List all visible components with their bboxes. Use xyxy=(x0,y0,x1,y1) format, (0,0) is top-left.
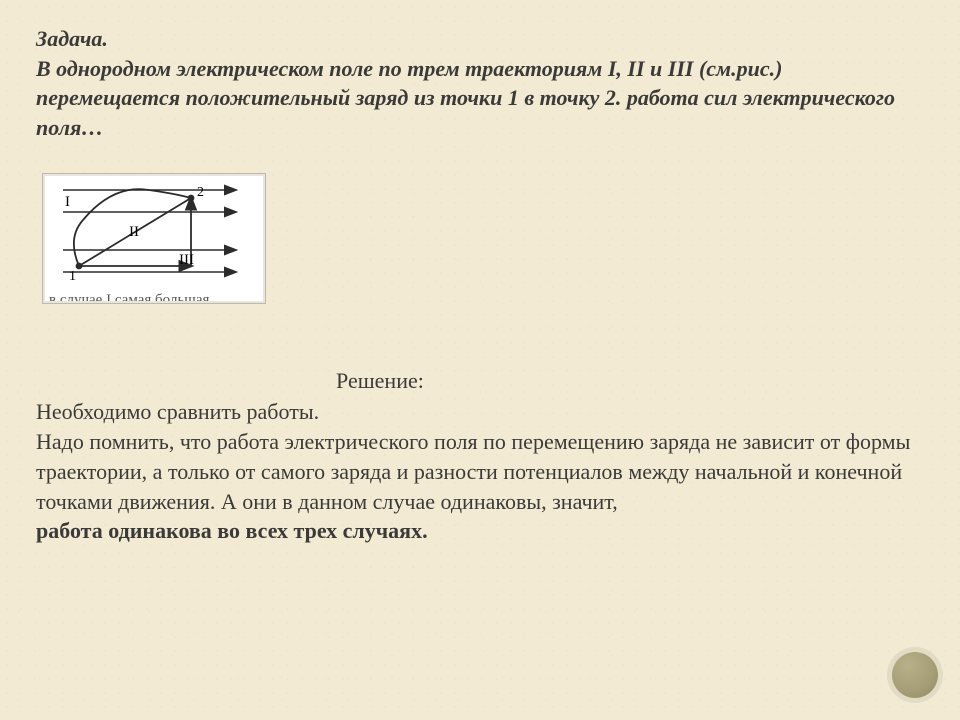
solution-line1: Необходимо сравнить работы. xyxy=(36,399,319,424)
label-I: I xyxy=(65,194,70,210)
label-II: II xyxy=(129,224,139,240)
problem-statement: Задача. В однородном электрическом поле … xyxy=(36,24,924,143)
solution-heading: Решение: xyxy=(36,366,924,396)
label-III: III xyxy=(179,252,194,268)
point-2 xyxy=(188,194,195,201)
slide-nav-dot-icon xyxy=(892,652,938,698)
trajectories-figure: I II III 1 2 в случае I самая большая xyxy=(42,173,266,304)
solution-body: Надо помнить, что работа электрического … xyxy=(36,429,910,513)
point-1 xyxy=(76,262,83,269)
figure-svg: I II III 1 2 xyxy=(49,178,245,284)
problem-text: В однородном электрическом поле по трем … xyxy=(36,56,895,140)
figure-cut-caption: в случае I самая большая xyxy=(49,284,259,301)
label-point-2: 2 xyxy=(197,185,204,200)
solution-conclusion: работа одинакова во всех трех случаях. xyxy=(36,518,428,543)
solution-block: Решение: Необходимо сравнить работы. Над… xyxy=(36,366,924,546)
problem-title: Задача. xyxy=(36,26,108,51)
label-point-1: 1 xyxy=(69,269,76,284)
